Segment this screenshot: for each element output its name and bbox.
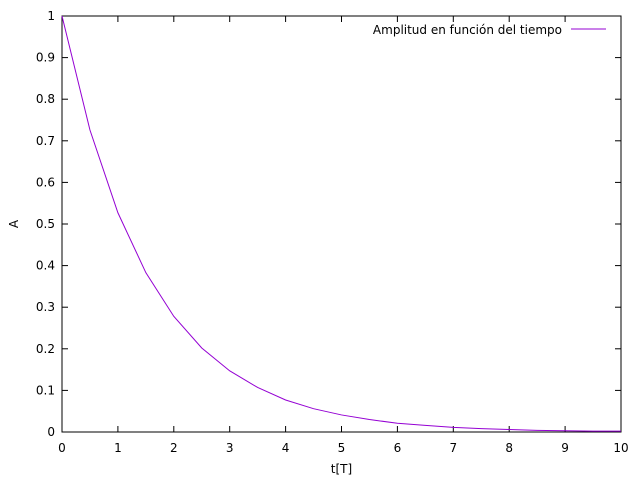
plot-frame xyxy=(61,15,622,433)
axis-tick-labels: 0 1 2 3 4 5 6 7 8 9 10 0 0.1 0.2 0.3 0.4 0.5 0.6 0.7 0.8 0.9… xyxy=(36,9,629,455)
legend: Amplitud en función del tiempo xyxy=(373,23,606,37)
y-tick-label: 0.3 xyxy=(36,300,55,314)
y-tick-label: 1 xyxy=(47,9,55,23)
x-tick-label: 6 xyxy=(394,441,402,455)
series-layer xyxy=(61,15,621,432)
axis-ticks xyxy=(61,15,622,433)
x-tick-label: 1 xyxy=(114,441,122,455)
x-tick-label: 4 xyxy=(282,441,290,455)
y-tick-label: 0.2 xyxy=(36,342,55,356)
x-tick-label: 8 xyxy=(505,441,513,455)
x-tick-label: 0 xyxy=(58,441,66,455)
series-line xyxy=(61,15,621,432)
x-tick-label: 5 xyxy=(338,441,346,455)
y-axis-label: A xyxy=(7,219,21,228)
y-tick-label: 0.1 xyxy=(36,383,55,397)
y-tick-label: 0.6 xyxy=(36,175,55,189)
y-tick-label: 0.7 xyxy=(36,134,55,148)
x-tick-label: 9 xyxy=(561,441,569,455)
x-tick-label: 3 xyxy=(226,441,234,455)
y-tick-label: 0.8 xyxy=(36,92,55,106)
y-tick-label: 0.5 xyxy=(36,217,55,231)
y-tick-label: 0.9 xyxy=(36,51,55,65)
x-tick-label: 2 xyxy=(170,441,178,455)
x-axis-label: t[T] xyxy=(331,462,352,476)
x-tick-label: 10 xyxy=(613,441,628,455)
y-tick-label: 0.4 xyxy=(36,259,55,273)
x-tick-label: 7 xyxy=(449,441,457,455)
legend-label: Amplitud en función del tiempo xyxy=(373,23,562,37)
y-tick-label: 0 xyxy=(47,425,55,439)
